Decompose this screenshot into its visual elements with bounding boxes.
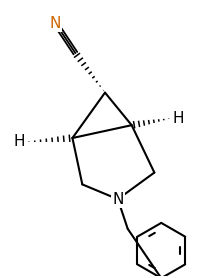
Text: H: H <box>13 135 25 150</box>
Text: N: N <box>50 16 61 31</box>
Text: H: H <box>172 111 184 126</box>
Text: N: N <box>112 192 124 207</box>
